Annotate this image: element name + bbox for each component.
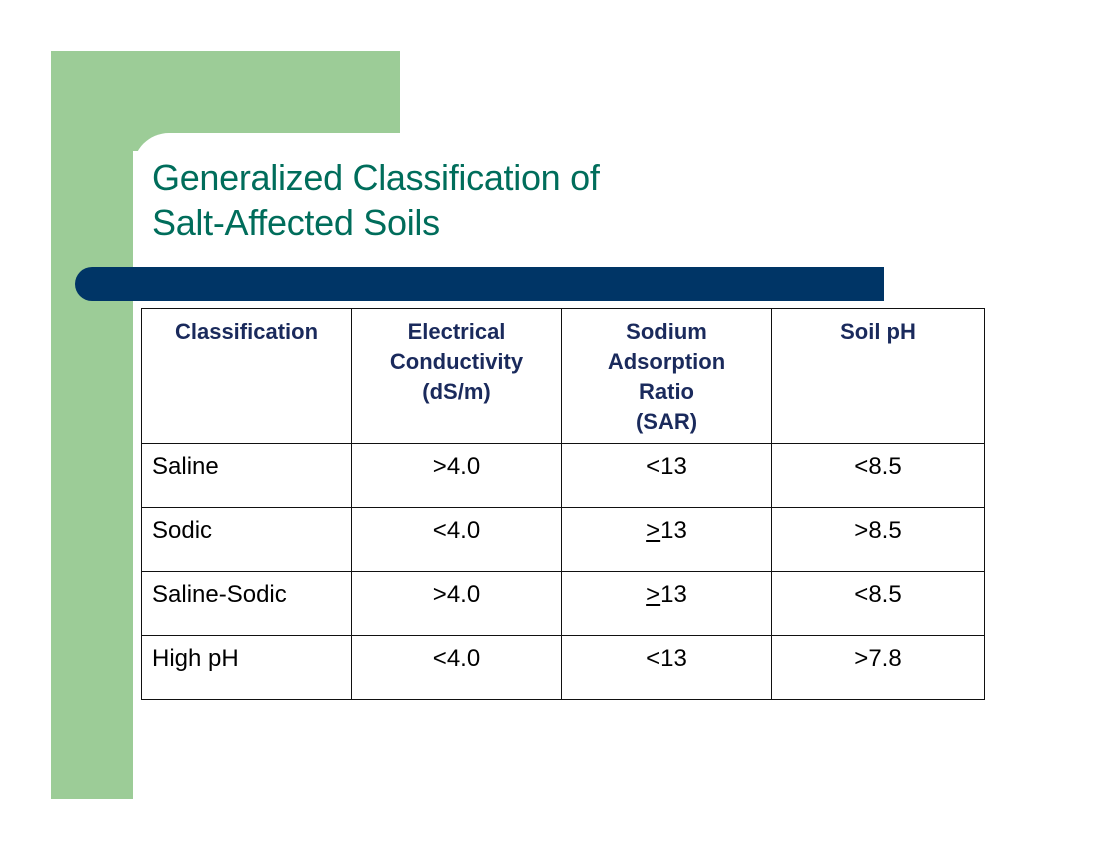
- header-line: Classification: [174, 319, 319, 344]
- header-line: (SAR): [635, 409, 698, 434]
- sar-value: 13: [660, 581, 687, 608]
- cell-ec: >4.0: [351, 571, 562, 636]
- cell-ph: <8.5: [771, 571, 985, 636]
- cell-classification: High pH: [141, 635, 352, 700]
- header-electrical-conductivity: Electrical Conductivity (dS/m): [351, 308, 562, 444]
- table-row: Saline >4.0 <13 <8.5: [141, 443, 985, 508]
- cell-sar: <13: [561, 443, 772, 508]
- cell-ec: <4.0: [351, 635, 562, 700]
- header-classification: Classification: [141, 308, 352, 444]
- classification-table: Classification Electrical Conductivity (…: [141, 308, 985, 700]
- sar-value: <13: [646, 453, 687, 480]
- cell-ec: >4.0: [351, 443, 562, 508]
- header-line: Ratio: [639, 379, 694, 404]
- green-accent-bar: [51, 51, 133, 799]
- header-line: (dS/m): [422, 379, 491, 404]
- header-line: Electrical: [407, 319, 506, 344]
- table-row: Sodic <4.0 >13 >8.5: [141, 507, 985, 572]
- sar-symbol: >: [646, 581, 661, 608]
- title-divider-bar: [75, 267, 884, 301]
- slide-title: Generalized Classification of Salt-Affec…: [152, 155, 600, 245]
- sar-value: 13: [660, 517, 687, 544]
- header-sodium-adsorption-ratio: Sodium Adsorption Ratio (SAR): [561, 308, 772, 444]
- table-header-row: Classification Electrical Conductivity (…: [141, 308, 985, 444]
- cell-ph: >8.5: [771, 507, 985, 572]
- header-soil-ph: Soil pH: [771, 308, 985, 444]
- cell-sar: >13: [561, 571, 772, 636]
- cell-sar: >13: [561, 507, 772, 572]
- header-line: Conductivity: [389, 349, 524, 374]
- cell-ph: >7.8: [771, 635, 985, 700]
- cell-classification: Sodic: [141, 507, 352, 572]
- header-line: Sodium: [626, 319, 707, 344]
- header-line: Soil pH: [840, 319, 916, 344]
- table-row: High pH <4.0 <13 >7.8: [141, 635, 985, 700]
- header-line: Adsorption: [607, 349, 726, 374]
- sar-symbol: >: [646, 517, 661, 544]
- cell-classification: Saline: [141, 443, 352, 508]
- cell-ph: <8.5: [771, 443, 985, 508]
- slide-title-line-1: Generalized Classification of: [152, 157, 600, 198]
- cell-ec: <4.0: [351, 507, 562, 572]
- cell-sar: <13: [561, 635, 772, 700]
- sar-value: <13: [646, 645, 687, 672]
- table-row: Saline-Sodic >4.0 >13 <8.5: [141, 571, 985, 636]
- cell-classification: Saline-Sodic: [141, 571, 352, 636]
- slide-title-line-2: Salt-Affected Soils: [152, 202, 440, 243]
